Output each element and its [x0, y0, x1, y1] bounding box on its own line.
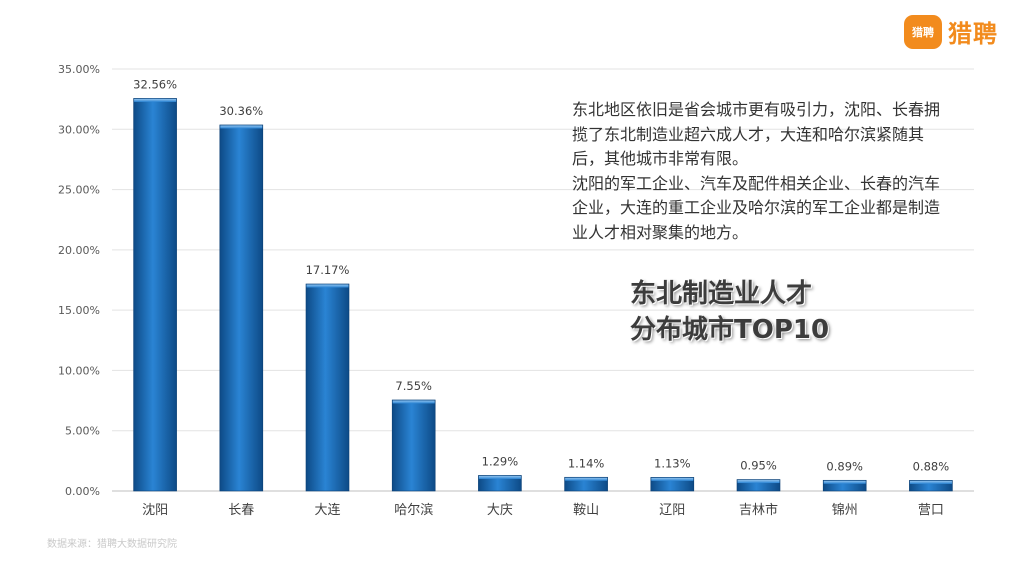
y-tick-label: 15.00%	[58, 304, 100, 317]
data-source: 数据来源：猎聘大数据研究院	[47, 539, 177, 550]
value-label: 0.89%	[826, 459, 863, 473]
x-axis-ticks: 沈阳 长春 大连 哈尔滨 大庆 鞍山 辽阳 吉林市 锦州 营口	[142, 502, 944, 518]
y-tick-label: 25.00%	[58, 184, 100, 197]
y-axis-ticks: 0.00% 5.00% 10.00% 15.00% 20.00% 25.00% 30.00%…	[58, 63, 100, 498]
bar-highlight	[392, 400, 435, 404]
y-tick-label: 5.00%	[65, 425, 100, 438]
value-label: 17.17%	[306, 263, 350, 277]
y-tick-label: 35.00%	[58, 63, 100, 76]
bar-highlight	[478, 475, 521, 479]
x-tick-label: 吉林市	[739, 502, 778, 518]
x-tick-label: 辽阳	[659, 503, 685, 518]
value-label: 1.29%	[482, 454, 519, 468]
chart-title-line-2: 分布城市TOP10	[630, 315, 830, 345]
bar	[305, 283, 350, 492]
bar-highlight	[737, 480, 780, 484]
bar	[391, 399, 436, 492]
y-tick-label: 10.00%	[58, 364, 100, 377]
value-label: 1.14%	[568, 456, 605, 470]
value-label: 0.95%	[740, 459, 777, 473]
value-label: 7.55%	[395, 379, 432, 393]
bar-highlight	[823, 480, 866, 484]
chart-title: 东北制造业人才 分布城市TOP10	[630, 276, 829, 348]
x-tick-label: 营口	[918, 503, 944, 518]
bar	[478, 475, 522, 492]
bar-highlight	[909, 480, 952, 484]
y-tick-label: 20.00%	[58, 244, 100, 257]
speech-bubble-logo-icon: 猎聘	[904, 14, 942, 49]
x-tick-label: 长春	[228, 503, 254, 518]
bar	[219, 124, 264, 492]
description-paragraph-2: 沈阳的军工企业、汽车及配件相关企业、长春的汽车企业，大连的重工企业及哈尔滨的军工…	[572, 173, 941, 242]
bar-highlight	[134, 98, 177, 102]
bar	[133, 98, 177, 492]
bar-highlight	[651, 477, 694, 481]
brand-logo: 猎聘 猎聘	[904, 14, 998, 49]
brand-name: 猎聘	[948, 20, 998, 48]
bar	[736, 479, 781, 492]
x-tick-label: 哈尔滨	[394, 502, 433, 518]
bar-highlight	[220, 125, 263, 129]
bar-highlight	[306, 284, 349, 288]
bars	[133, 98, 953, 492]
value-label: 1.13%	[654, 456, 691, 470]
value-label: 32.56%	[133, 77, 177, 91]
chart-title-line-1: 东北制造业人才	[630, 279, 813, 309]
bar	[822, 479, 867, 492]
bar-highlight	[565, 477, 608, 481]
y-tick-label: 30.00%	[58, 123, 100, 136]
x-tick-label: 鞍山	[573, 502, 599, 518]
description-paragraph-1: 东北地区依旧是省会城市更有吸引力，沈阳、长春拥揽了东北制造业超六成人才，大连和哈…	[572, 100, 941, 168]
description: 东北地区依旧是省会城市更有吸引力，沈阳、长春拥揽了东北制造业超六成人才，大连和哈…	[572, 98, 952, 245]
x-tick-label: 大庆	[487, 503, 513, 518]
value-label: 0.88%	[913, 459, 950, 473]
x-tick-label: 锦州	[832, 503, 858, 518]
y-tick-label: 0.00%	[65, 485, 100, 498]
bar	[909, 480, 953, 492]
value-labels: 32.56% 30.36% 17.17% 7.55% 1.29% 1.14% 1.13% 0.…	[133, 77, 949, 473]
x-tick-label: 大连	[314, 502, 340, 518]
value-label: 30.36%	[219, 104, 263, 118]
x-tick-label: 沈阳	[142, 503, 168, 518]
